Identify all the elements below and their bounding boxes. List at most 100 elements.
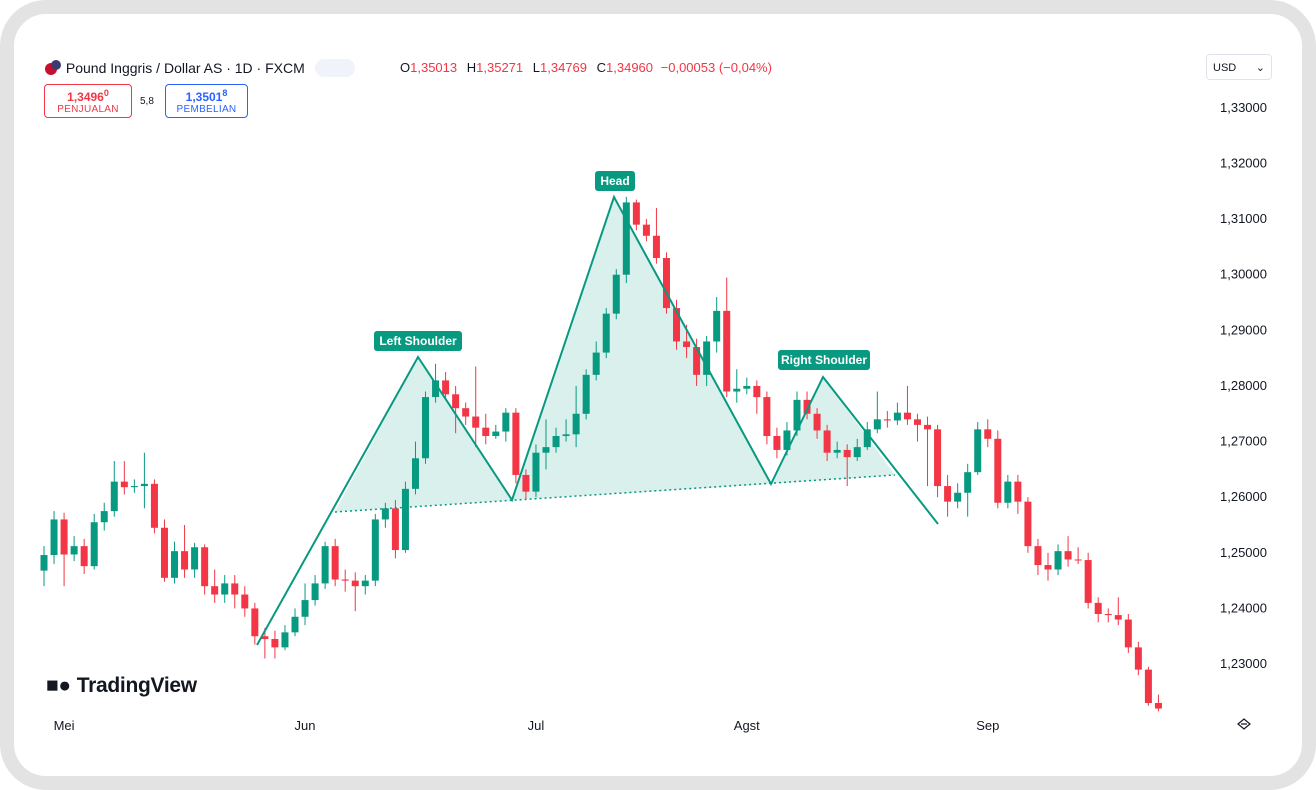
candle-body bbox=[351, 580, 359, 587]
candle-body bbox=[673, 308, 681, 342]
y-tick-label: 1,29000 bbox=[1220, 322, 1267, 337]
candle-body bbox=[311, 583, 319, 601]
candle-body bbox=[512, 412, 520, 475]
candle-body bbox=[502, 412, 510, 432]
candle-body bbox=[140, 483, 148, 487]
candle-body bbox=[803, 399, 811, 414]
candle-body bbox=[612, 274, 620, 314]
logo-text: TradingView bbox=[76, 674, 197, 697]
candle-body bbox=[883, 419, 891, 421]
candle-body bbox=[90, 522, 98, 567]
candle-body bbox=[823, 430, 831, 453]
x-tick-label: Mei bbox=[54, 718, 75, 733]
candle-body bbox=[913, 419, 921, 425]
settings-icon[interactable] bbox=[1237, 718, 1251, 730]
candle-body bbox=[903, 412, 911, 420]
candle-body bbox=[1034, 546, 1042, 566]
y-tick-label: 1,32000 bbox=[1220, 155, 1267, 170]
ohlc-value: 1,34769 bbox=[540, 60, 587, 75]
pattern-fill bbox=[771, 377, 895, 484]
candle-body bbox=[592, 352, 600, 375]
toggle[interactable] bbox=[314, 59, 355, 77]
neckline bbox=[334, 474, 896, 513]
candle-body bbox=[452, 394, 460, 409]
candle-body bbox=[813, 413, 821, 431]
candle-body bbox=[522, 474, 530, 492]
candle-body bbox=[130, 486, 138, 488]
y-tick-label: 1,27000 bbox=[1220, 434, 1267, 449]
candle-body bbox=[492, 431, 500, 437]
candles bbox=[40, 196, 1162, 712]
annotation: Right Shoulder bbox=[781, 353, 867, 367]
pattern-lines: Left Shoulder Head Right Shoulder bbox=[256, 171, 939, 646]
candle-body bbox=[733, 388, 741, 392]
ohlc-key: H bbox=[466, 60, 477, 75]
sell-button[interactable]: 1,34960 PENJUALAN bbox=[44, 84, 132, 118]
ohlc-key: L bbox=[532, 60, 540, 75]
candle-body bbox=[1044, 565, 1052, 570]
candle-body bbox=[150, 483, 158, 528]
candle-body bbox=[602, 313, 610, 353]
annotation-box bbox=[374, 331, 462, 351]
candle-body bbox=[944, 486, 952, 502]
candle-body bbox=[80, 546, 88, 567]
candle-body bbox=[1124, 619, 1132, 648]
candle-body bbox=[482, 427, 490, 437]
candle-body bbox=[542, 447, 550, 453]
candle-body bbox=[1134, 647, 1142, 670]
candle-body bbox=[391, 508, 399, 551]
x-tick-label: Sep bbox=[976, 718, 999, 733]
ohlc-key: O bbox=[400, 60, 411, 75]
candle-body bbox=[642, 224, 650, 236]
candle-body bbox=[301, 600, 309, 617]
candle-body bbox=[1154, 702, 1162, 709]
spread: 5,8 bbox=[140, 96, 154, 107]
candle-body bbox=[110, 481, 118, 512]
candle-body bbox=[1024, 501, 1032, 547]
candle-body bbox=[432, 380, 440, 398]
candle-body bbox=[1094, 602, 1102, 614]
candle-body bbox=[401, 488, 409, 551]
candle-body bbox=[281, 632, 289, 648]
buy-button[interactable]: 1,35018 PEMBELIAN bbox=[165, 84, 248, 118]
candle-body bbox=[1074, 559, 1082, 561]
currency-select[interactable]: USD ⌄ bbox=[1206, 54, 1272, 80]
candle-body bbox=[1064, 551, 1072, 560]
y-tick-label: 1,31000 bbox=[1220, 211, 1267, 226]
sell-label: PENJUALAN bbox=[57, 104, 119, 115]
candle-body bbox=[964, 472, 972, 493]
candle-body bbox=[582, 374, 590, 414]
candle-body bbox=[652, 235, 660, 259]
candle-body bbox=[954, 492, 962, 502]
annotation: Head bbox=[600, 174, 629, 188]
candle-body bbox=[1104, 613, 1112, 616]
y-tick-label: 1,30000 bbox=[1220, 267, 1267, 282]
candle-body bbox=[331, 546, 339, 580]
buy-label: PEMBELIAN bbox=[176, 104, 237, 115]
ohlc-value: 1,35271 bbox=[476, 60, 524, 75]
y-tick-label: 1,33000 bbox=[1220, 100, 1267, 115]
candle-body bbox=[442, 380, 450, 395]
candle-body bbox=[632, 202, 640, 225]
candle-body bbox=[321, 546, 329, 584]
candle-body bbox=[1014, 481, 1022, 502]
candle-body bbox=[863, 429, 871, 448]
candle-body bbox=[472, 416, 480, 428]
candle-body bbox=[211, 586, 219, 595]
annotation-box bbox=[595, 171, 635, 191]
candle-body bbox=[70, 546, 78, 555]
candle-body bbox=[241, 594, 249, 609]
sell-price: 1,3496 bbox=[67, 90, 104, 104]
candle-body bbox=[984, 429, 992, 439]
symbol: Pound Inggris / Dollar AS · 1D · FXCM bbox=[65, 60, 305, 76]
candle-body bbox=[120, 481, 128, 488]
y-tick-label: 1,25000 bbox=[1220, 545, 1267, 560]
candle-body bbox=[743, 385, 751, 389]
candle-body bbox=[221, 583, 229, 595]
symbol-row: Pound Inggris / Dollar AS · 1D · FXCM bbox=[44, 58, 355, 77]
pattern-fill bbox=[512, 197, 771, 500]
annotation-box bbox=[778, 350, 870, 370]
candle-body bbox=[934, 429, 942, 487]
candle-body bbox=[191, 547, 199, 570]
